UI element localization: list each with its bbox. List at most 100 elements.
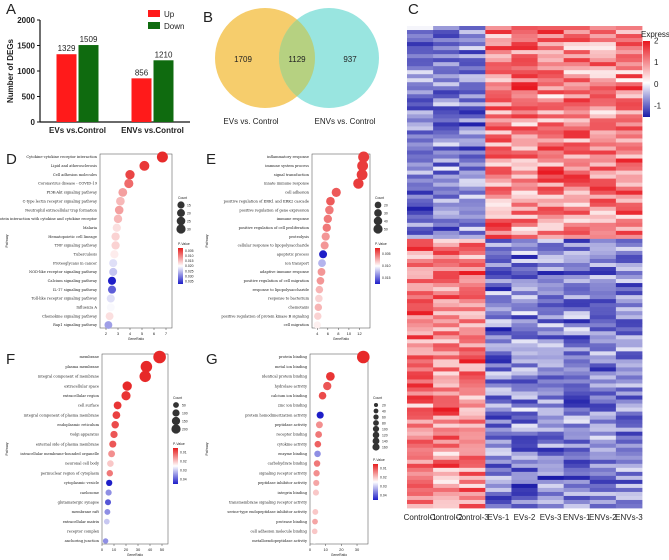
x-tick-label: 0 xyxy=(101,547,104,552)
heatmap-cell xyxy=(537,367,565,372)
heatmap-cell xyxy=(615,299,643,304)
heatmap-cell xyxy=(563,343,591,348)
heatmap-cell xyxy=(563,271,591,276)
heatmap-cell xyxy=(589,423,617,429)
heatmap-cell xyxy=(407,287,434,292)
heatmap-cell xyxy=(485,230,512,236)
x-tick-label: 30 xyxy=(136,547,141,552)
heatmap-cell xyxy=(407,451,434,457)
heatmap-cell xyxy=(485,182,512,188)
heatmap-cell xyxy=(433,279,460,284)
heatmap-cell xyxy=(589,66,617,71)
size-legend-dot xyxy=(177,209,185,217)
heatmap-cell xyxy=(537,134,565,139)
heatmap-cell xyxy=(563,411,591,417)
term-dot xyxy=(121,391,131,401)
heatmap-cell xyxy=(511,483,538,489)
term-label: serine-type endopeptidase inhibitor acti… xyxy=(227,510,308,514)
heatmap-cell xyxy=(459,503,486,509)
heatmap-cell xyxy=(433,427,460,433)
heatmap-column-label: Control-1 xyxy=(404,513,437,522)
size-legend-dot xyxy=(171,424,181,434)
term-label: C-type lectin receptor signaling pathway xyxy=(23,199,98,203)
heatmap-cell xyxy=(407,331,434,336)
heatmap-cell xyxy=(407,38,434,43)
heatmap-cell xyxy=(511,419,538,425)
heatmap-cell xyxy=(537,311,565,316)
term-label: Cell adhesion molecules xyxy=(53,173,97,177)
heatmap-cell xyxy=(407,363,434,368)
heatmap-cell xyxy=(537,146,565,151)
heatmap-cell xyxy=(537,158,565,163)
term-dot xyxy=(106,479,113,487)
term-dot xyxy=(322,223,331,232)
term-label: TNF signaling pathway xyxy=(55,244,98,248)
heatmap-cell xyxy=(459,495,486,501)
heatmap-cell xyxy=(511,210,538,216)
heatmap-cell xyxy=(459,138,486,143)
heatmap-cell xyxy=(589,102,617,107)
heatmap-cell xyxy=(615,463,643,469)
x-tick-label: 10 xyxy=(347,331,352,336)
heatmap-cell xyxy=(589,170,617,176)
heatmap-cell xyxy=(459,343,486,348)
heatmap-cell xyxy=(563,463,591,469)
heatmap-cell xyxy=(433,291,460,296)
heatmap-cell xyxy=(485,275,512,280)
heatmap-cell xyxy=(537,435,565,441)
bar-down xyxy=(153,60,174,122)
heatmap-cell xyxy=(589,98,617,103)
heatmap-cell xyxy=(485,267,512,272)
x-tick-label: EVs vs.Control xyxy=(49,126,106,135)
heatmap-cell xyxy=(537,467,565,473)
heatmap-cell xyxy=(485,198,512,204)
heatmap-cell xyxy=(563,451,591,457)
heatmap-cell xyxy=(537,387,565,392)
size-legend-label: 120 xyxy=(382,434,388,438)
heatmap-cell xyxy=(615,234,643,240)
heatmap-cell xyxy=(511,351,538,356)
term-label: Influenza A xyxy=(76,306,97,310)
heatmap-cell xyxy=(459,158,486,163)
heatmap-cell xyxy=(407,226,434,232)
heatmap-cell xyxy=(433,271,460,276)
heatmap-cell xyxy=(537,246,565,252)
heatmap-cell xyxy=(433,339,460,344)
term-dot xyxy=(311,538,318,544)
heatmap-cell xyxy=(537,214,565,220)
heatmap-cell xyxy=(485,283,512,288)
heatmap-cell xyxy=(563,447,591,453)
heatmap-cell xyxy=(407,283,434,288)
heatmap-cell xyxy=(433,407,460,412)
heatmap-cell xyxy=(433,311,460,316)
heatmap-cell xyxy=(511,383,538,388)
term-label: metalloendopeptidase activity xyxy=(252,539,308,543)
heatmap-cell xyxy=(615,279,643,284)
heatmap-cell xyxy=(407,242,434,248)
term-dot xyxy=(111,232,120,241)
heatmap-cell xyxy=(407,30,434,35)
panel-label-d: D xyxy=(6,151,17,168)
heatmap-cell xyxy=(589,62,617,67)
heatmap-cell xyxy=(459,499,486,505)
term-dot xyxy=(113,214,123,224)
heatmap-cell xyxy=(511,234,538,240)
x-tick-label: ENVs vs.Control xyxy=(121,126,184,135)
heatmap-cell xyxy=(459,74,486,79)
heatmap-cell xyxy=(511,78,538,83)
heatmap-cell xyxy=(563,150,591,155)
heatmap-cell xyxy=(459,371,486,376)
heatmap-cell xyxy=(433,258,460,264)
term-dot xyxy=(357,160,369,172)
heatmap-cell xyxy=(615,471,643,477)
heatmap-cell xyxy=(485,435,512,441)
heatmap-cell xyxy=(485,170,512,176)
heatmap-cell xyxy=(615,383,643,388)
heatmap-cell xyxy=(485,419,512,425)
y-tick-label: 1000 xyxy=(17,67,35,76)
term-dot xyxy=(314,450,321,458)
heatmap-cell xyxy=(407,138,434,143)
heatmap-cell xyxy=(407,431,434,437)
bar-up xyxy=(131,78,152,122)
heatmap-cell xyxy=(407,142,434,147)
